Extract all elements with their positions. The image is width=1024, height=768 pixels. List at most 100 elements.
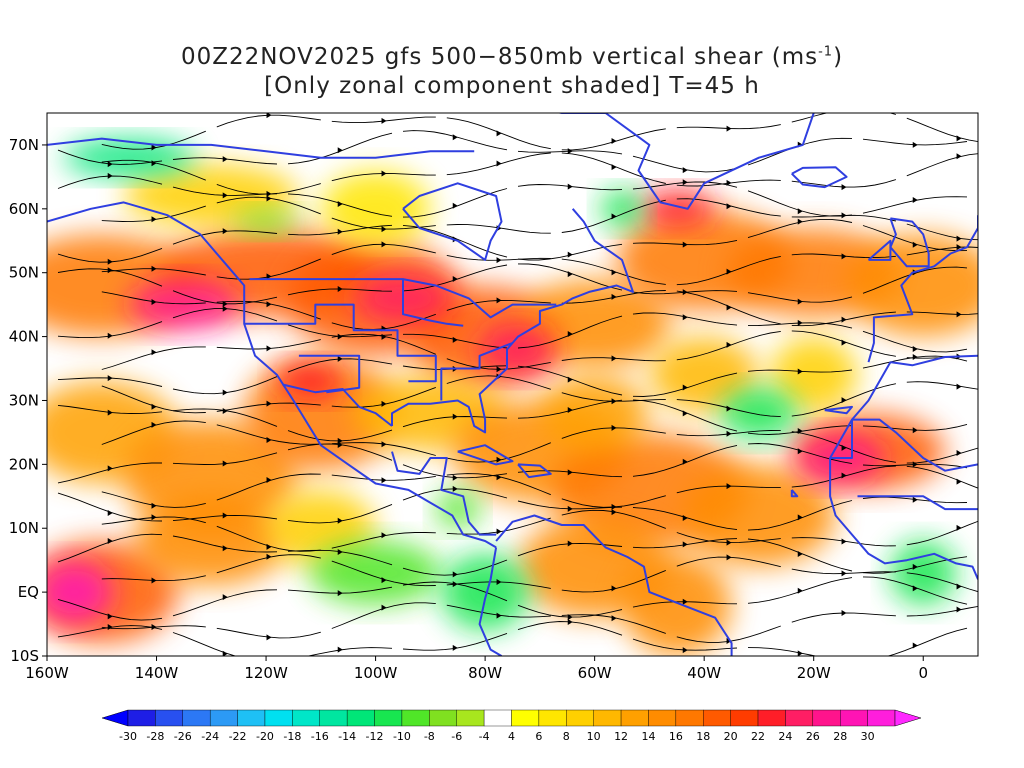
- colorbar-label: -24: [201, 730, 219, 743]
- streamline-arrow: [337, 437, 343, 444]
- colorbar-swatch: [675, 709, 704, 727]
- coastline: [402, 182, 503, 261]
- streamline-arrow: [567, 619, 573, 626]
- streamline-arrow: [222, 512, 228, 519]
- colorbar-label: 8: [563, 730, 570, 743]
- colorbar-label: -10: [393, 730, 411, 743]
- streamline-arrow: [151, 502, 157, 509]
- shear-region: [233, 208, 299, 235]
- streamline-arrow: [726, 268, 732, 275]
- coastline: [857, 495, 978, 511]
- lat-tick-label: 30N: [9, 391, 39, 409]
- coastline: [282, 383, 393, 427]
- colorbar-swatch: [620, 709, 649, 727]
- streamline-arrow: [337, 200, 343, 207]
- chart-title-line2: [Only zonal component shaded] T=45 h: [264, 73, 760, 99]
- streamline-arrow: [107, 465, 113, 472]
- coastline: [440, 342, 513, 401]
- streamline-arrow: [496, 528, 502, 535]
- colorbar-swatch: [757, 709, 786, 727]
- colorbar-swatch: [182, 709, 211, 727]
- colorbar-label: 18: [696, 730, 710, 743]
- streamline-arrow: [266, 273, 272, 280]
- coastline: [391, 451, 497, 536]
- streamline-arrow: [496, 474, 502, 481]
- colorbar-swatch: [127, 709, 156, 727]
- shear-region: [682, 464, 836, 567]
- colorbar-label: 22: [751, 730, 765, 743]
- streamline-arrow: [496, 456, 502, 463]
- colorbar-label: 4: [508, 730, 515, 743]
- streamline-arrow: [841, 397, 847, 404]
- streamline-arrow: [956, 478, 962, 485]
- streamline-arrow: [266, 437, 272, 444]
- coastline: [889, 217, 930, 268]
- streamline-arrow: [381, 477, 387, 484]
- streamline-arrow: [682, 515, 688, 522]
- streamline-arrow: [496, 366, 502, 373]
- streamline-arrow: [912, 563, 918, 570]
- coastline: [791, 166, 848, 189]
- colorbar-swatch: [483, 709, 512, 727]
- streamline-arrow: [726, 554, 732, 561]
- streamline-arrow: [611, 509, 617, 516]
- streamline-arrow: [452, 644, 458, 651]
- streamline-arrow: [266, 400, 272, 407]
- streamline-arrow: [337, 333, 343, 340]
- streamline-arrow: [841, 316, 847, 323]
- streamline-arrow: [841, 538, 847, 545]
- streamline-arrow: [151, 623, 157, 630]
- lat-tick-label: 10S: [10, 647, 39, 665]
- lon-tick-label: 40W: [687, 664, 721, 682]
- coastlines: [47, 113, 978, 656]
- colorbar-label: -4: [479, 730, 490, 743]
- coastline: [824, 405, 853, 415]
- streamline-arrow: [151, 349, 157, 356]
- streamline-arrow: [956, 244, 962, 251]
- streamline-arrow: [611, 355, 617, 362]
- streamline-arrow: [682, 314, 688, 321]
- colorbar-swatch: [593, 709, 622, 727]
- colorbar-label: 24: [778, 730, 792, 743]
- streamline-arrow: [956, 153, 962, 160]
- streamline-arrow: [956, 311, 962, 318]
- streamline-arrow: [452, 474, 458, 481]
- coastline: [495, 514, 733, 656]
- coastline: [830, 418, 978, 472]
- streamline-arrow: [107, 375, 113, 382]
- lon-tick-label: 20W: [797, 664, 831, 682]
- streamline-arrow: [222, 460, 228, 467]
- streamline-arrow: [381, 170, 387, 177]
- colorbar-swatch: [346, 709, 375, 727]
- coastline: [890, 354, 978, 367]
- lat-tick-label: 20N: [9, 455, 39, 473]
- shear-region: [479, 323, 557, 375]
- colorbar-label: -20: [256, 730, 274, 743]
- coastline: [244, 303, 437, 383]
- streamline-arrow: [726, 430, 732, 437]
- colorbar-swatch: [538, 709, 567, 727]
- colorbar-swatch: [237, 709, 266, 727]
- streamline-arrow: [726, 304, 732, 311]
- streamline-arrow: [266, 543, 272, 550]
- streamline-arrow: [567, 183, 573, 190]
- lon-tick-label: 120W: [244, 664, 288, 682]
- streamline-arrow: [107, 332, 113, 339]
- streamline-arrow: [912, 585, 918, 592]
- streamline-arrow: [956, 449, 962, 456]
- colorbar-swatch: [209, 709, 238, 727]
- colorbar-swatch: [401, 709, 430, 727]
- coastline: [556, 113, 815, 210]
- streamline-arrow: [726, 203, 732, 210]
- streamline-arrow: [266, 301, 272, 308]
- streamline-arrow: [611, 585, 617, 592]
- streamline-arrow: [726, 125, 732, 132]
- streamline-arrow: [682, 241, 688, 248]
- streamline-arrow: [266, 113, 272, 119]
- streamline-arrow: [337, 147, 343, 154]
- colorbar-swatch: [703, 709, 731, 727]
- streamline-arrow: [452, 413, 458, 420]
- colorbar-swatch: [840, 709, 868, 727]
- streamline-arrow: [611, 503, 617, 510]
- streamline-arrow: [682, 541, 688, 548]
